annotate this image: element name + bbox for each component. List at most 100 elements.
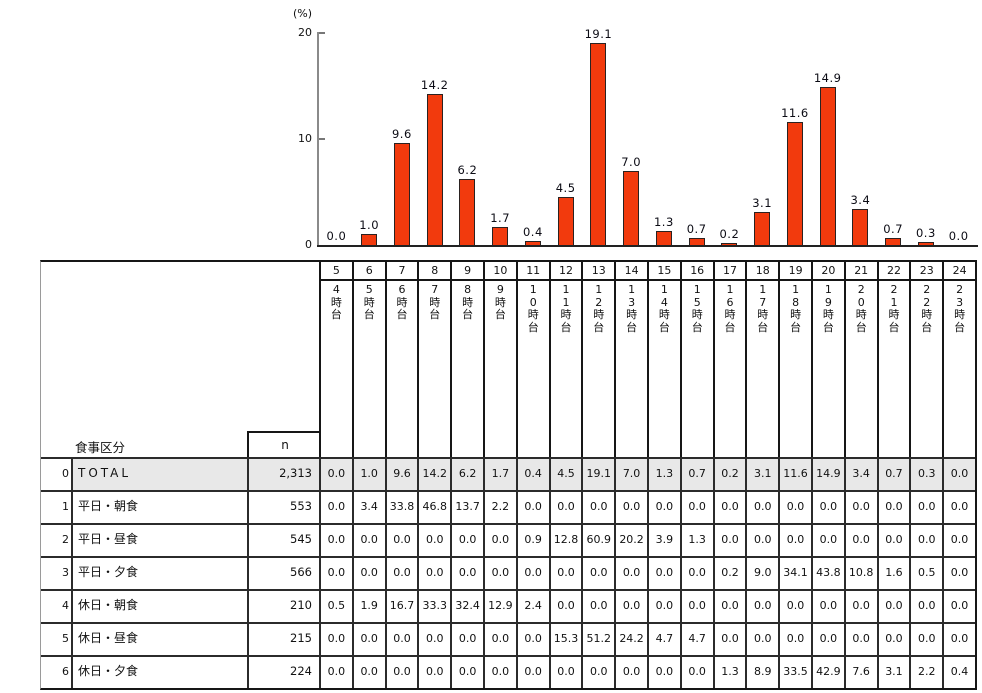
row-n-cell: 224 bbox=[247, 657, 319, 688]
value-cell: 0.0 bbox=[351, 558, 385, 589]
column-label: 1 2 時 台 bbox=[593, 283, 605, 334]
value-cell: 16.7 bbox=[384, 591, 418, 622]
value-cell: 0.0 bbox=[646, 657, 680, 688]
y-tick-mark bbox=[319, 138, 325, 140]
value-cell: 0.0 bbox=[319, 459, 352, 490]
y-tick-label-0: 0 bbox=[305, 238, 312, 251]
column-label: 1 4 時 台 bbox=[658, 283, 670, 334]
value-cell: 0.0 bbox=[778, 624, 811, 655]
table-body: 0 TOTAL 2,313 0.0 1.0 9.6 14.2 6.2 1.7 0.4 4.5 19.1… bbox=[41, 457, 975, 688]
corner-label: 食事区分 bbox=[75, 440, 126, 455]
row-index-cell: 3 bbox=[62, 566, 69, 579]
value-cell: 0.4 bbox=[942, 657, 975, 688]
value-cell: 2.4 bbox=[515, 591, 549, 622]
column-header: 17 1 6 時 台 bbox=[712, 262, 746, 457]
value-cell: 0.0 bbox=[745, 492, 778, 523]
value-cell: 3.4 bbox=[843, 459, 877, 490]
bar-value-label: 0.0 bbox=[326, 229, 347, 243]
value-cell: 0.0 bbox=[810, 525, 844, 556]
bar-value-label: 9.6 bbox=[391, 127, 412, 142]
bar bbox=[524, 240, 541, 245]
value-cell: 46.8 bbox=[417, 492, 450, 523]
value-cell: 3.1 bbox=[745, 459, 779, 490]
n-column-header: n bbox=[247, 431, 321, 457]
row-index-cell: 5 bbox=[62, 632, 69, 645]
bar-value-label: 0.7 bbox=[883, 221, 904, 236]
column-label: 6 時 台 bbox=[396, 283, 408, 321]
value-cell: 0.0 bbox=[581, 657, 614, 688]
value-cell: 0.0 bbox=[745, 591, 778, 622]
bar-value-label: 0.4 bbox=[522, 224, 543, 239]
column-number: 11 bbox=[517, 262, 549, 281]
value-cell: 1.3 bbox=[712, 657, 746, 688]
column-label: 2 0 時 台 bbox=[855, 283, 867, 334]
value-cell: 0.0 bbox=[942, 492, 975, 523]
value-cell: 32.4 bbox=[450, 591, 483, 622]
bar bbox=[492, 226, 509, 245]
row-n-cell: 545 bbox=[247, 525, 319, 556]
column-label: 1 6 時 台 bbox=[724, 283, 736, 334]
value-cell: 0.0 bbox=[876, 492, 910, 523]
column-label: 1 3 時 台 bbox=[626, 283, 638, 334]
table-row: 6 休日・夕食 224 0.0 0.0 0.0 0.0 0.0 0.0 0.0 0.0 0.0 0.0 0… bbox=[41, 655, 975, 688]
bar-value-label: 19.1 bbox=[584, 26, 613, 41]
row-n-cell: 210 bbox=[247, 591, 319, 622]
value-cell: 0.0 bbox=[942, 525, 975, 556]
column-header: 15 1 4 時 台 bbox=[647, 262, 680, 457]
value-cell: 0.9 bbox=[515, 525, 549, 556]
row-index-cell: 6 bbox=[62, 665, 69, 678]
value-cell: 0.0 bbox=[351, 624, 385, 655]
value-cell: 0.0 bbox=[417, 657, 450, 688]
bar bbox=[852, 208, 869, 245]
column-number: 20 bbox=[813, 262, 844, 281]
value-cell: 43.8 bbox=[810, 558, 844, 589]
column-number: 8 bbox=[419, 262, 451, 281]
bar-value-label: 1.3 bbox=[653, 215, 674, 230]
value-cell: 4.5 bbox=[548, 459, 582, 490]
row-label-cell: 平日・昼食 bbox=[71, 525, 247, 556]
value-cell: 8.9 bbox=[745, 657, 778, 688]
value-cell: 0.0 bbox=[614, 591, 647, 622]
column-label: 7 時 台 bbox=[429, 283, 441, 321]
value-cell: 0.0 bbox=[319, 558, 352, 589]
column-number: 17 bbox=[714, 262, 746, 281]
y-tick-label-10: 10 bbox=[298, 132, 312, 145]
column-label: 2 2 時 台 bbox=[921, 283, 933, 334]
value-cell: 0.0 bbox=[581, 558, 614, 589]
bar-value-label: 14.2 bbox=[420, 78, 449, 93]
value-cell: 0.0 bbox=[515, 624, 549, 655]
column-header: 18 1 7 時 台 bbox=[745, 262, 779, 457]
column-number: 15 bbox=[649, 262, 680, 281]
value-cell: 0.0 bbox=[679, 657, 713, 688]
value-cell: 0.0 bbox=[909, 624, 942, 655]
value-cell: 2.2 bbox=[482, 492, 516, 523]
table-row: 0 TOTAL 2,313 0.0 1.0 9.6 14.2 6.2 1.7 0.4 4.5 19.1… bbox=[41, 457, 975, 490]
value-cell: 0.0 bbox=[843, 492, 877, 523]
bar bbox=[655, 231, 672, 245]
value-cell: 0.0 bbox=[810, 624, 844, 655]
value-cell: 0.0 bbox=[515, 558, 549, 589]
value-cell: 12.8 bbox=[548, 525, 582, 556]
value-cell: 14.9 bbox=[810, 459, 844, 490]
column-header: 14 1 3 時 台 bbox=[614, 262, 647, 457]
column-label: 1 0 時 台 bbox=[527, 283, 539, 334]
value-cell: 33.3 bbox=[417, 591, 450, 622]
value-cell: 0.0 bbox=[614, 558, 647, 589]
value-cell: 0.0 bbox=[319, 525, 352, 556]
column-label: 8 時 台 bbox=[462, 283, 474, 321]
value-cell: 0.0 bbox=[417, 558, 450, 589]
value-cell: 0.0 bbox=[548, 492, 582, 523]
value-cell: 33.5 bbox=[778, 657, 811, 688]
row-index-cell: 1 bbox=[62, 500, 69, 513]
value-cell: 0.0 bbox=[646, 591, 680, 622]
value-cell: 0.2 bbox=[712, 459, 746, 490]
column-number: 16 bbox=[681, 262, 713, 281]
value-cell: 34.1 bbox=[778, 558, 811, 589]
column-label: 2 1 時 台 bbox=[888, 283, 900, 334]
table-row: 5 休日・昼食 215 0.0 0.0 0.0 0.0 0.0 0.0 0.0 15.3 51.2 24… bbox=[41, 622, 975, 655]
bar-value-label: 11.6 bbox=[781, 106, 809, 121]
column-header: 11 1 0 時 台 bbox=[515, 262, 549, 457]
value-cell: 6.2 bbox=[450, 459, 483, 490]
value-cell: 0.0 bbox=[581, 591, 614, 622]
table-row: 2 平日・昼食 545 0.0 0.0 0.0 0.0 0.0 0.0 0.9 12.8 60.9 20… bbox=[41, 523, 975, 556]
